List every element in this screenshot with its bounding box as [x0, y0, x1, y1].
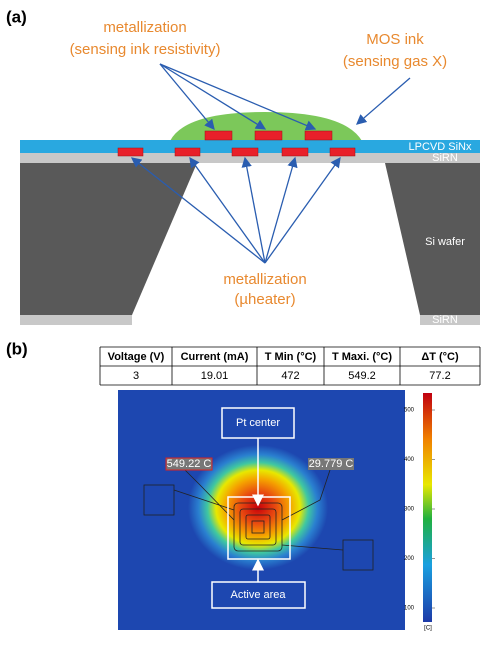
- colorbar-tick-label: 500: [404, 408, 415, 414]
- table-header: ΔT (°C): [421, 351, 459, 363]
- annotation: (sensing gas X): [343, 53, 447, 70]
- layer-label: SiRN: [432, 314, 458, 326]
- layer-label: SiRN: [432, 152, 458, 164]
- colorbar-tick-label: 400: [404, 457, 415, 463]
- table-cell: 549.2: [348, 370, 376, 382]
- probe-label: 29.779 C: [309, 458, 354, 470]
- table-cell: 19.01: [201, 370, 229, 382]
- annotation: (µheater): [234, 291, 295, 308]
- layer: [20, 315, 132, 325]
- callout-text: Pt center: [236, 417, 280, 429]
- panel-label: (b): [6, 339, 28, 358]
- annotation: (sensing ink resistivity): [70, 41, 221, 58]
- annotation: metallization: [223, 271, 306, 288]
- table-header: Current (mA): [181, 351, 249, 363]
- layer-label: Si wafer: [425, 236, 465, 248]
- table-header: T Min (°C): [265, 351, 317, 363]
- colorbar-tick-label: 200: [404, 556, 415, 562]
- figure: (a) metallization (sensing ink resistivi…: [0, 0, 497, 658]
- table-cell: 472: [281, 370, 299, 382]
- table-cell: 77.2: [429, 370, 450, 382]
- colorbar-tick-label: 300: [404, 507, 415, 513]
- wafer: [20, 163, 197, 315]
- table-header: T Maxi. (°C): [332, 351, 392, 363]
- probe-label: 549.22 C: [167, 458, 212, 470]
- table-cell: 3: [133, 370, 139, 382]
- annotation: metallization: [103, 19, 186, 36]
- table-header: Voltage (V): [108, 351, 165, 363]
- callout-text: Active area: [230, 589, 286, 601]
- colorbar-tick-label: 100: [404, 606, 415, 612]
- panel-label: (a): [6, 7, 27, 26]
- colorbar: [423, 393, 432, 622]
- annotation: MOS ink: [366, 31, 424, 48]
- colorbar-unit: [C]: [424, 626, 432, 632]
